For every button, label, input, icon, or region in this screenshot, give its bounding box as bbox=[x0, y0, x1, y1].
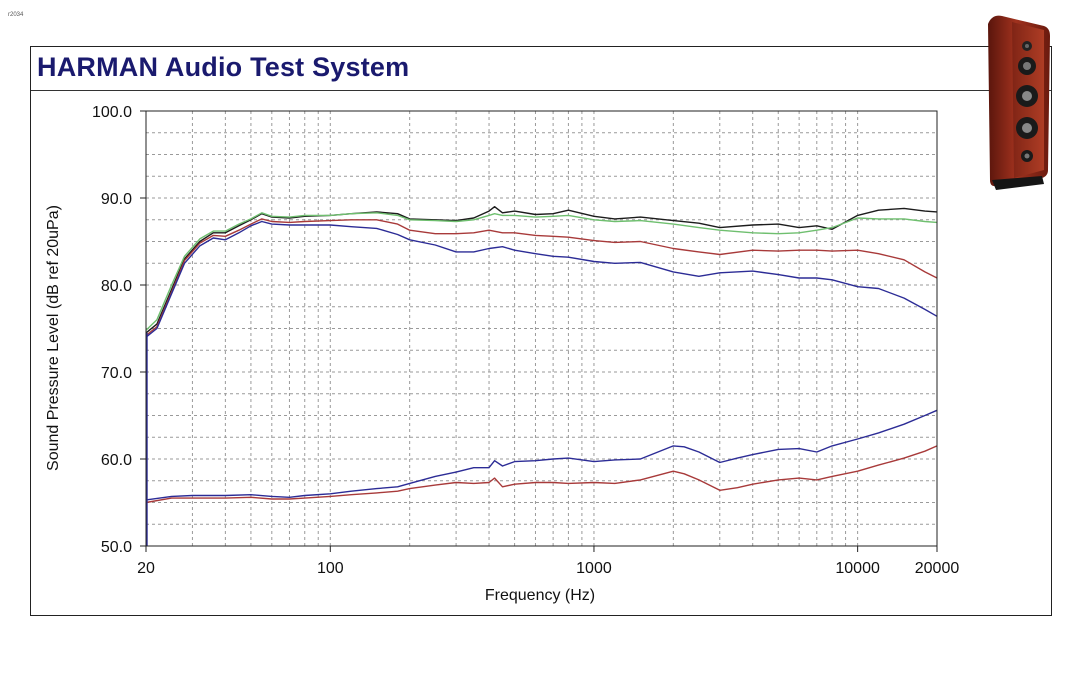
series-line-5 bbox=[145, 409, 938, 501]
corner-code: r2034 bbox=[8, 12, 24, 18]
y-tick-label: 80.0 bbox=[101, 278, 132, 295]
series-line-4 bbox=[145, 220, 938, 338]
y-tick-label: 70.0 bbox=[101, 365, 132, 382]
x-tick-label: 20000 bbox=[915, 560, 960, 577]
chart-title: HARMAN Audio Test System bbox=[37, 52, 410, 82]
x-tick-label: 20 bbox=[137, 560, 155, 577]
y-tick-label: 100.0 bbox=[92, 104, 132, 121]
axes-layer: 50.0 60.0 70.0 80.0 90.0 100.0 20 100 1000 10000 2… bbox=[92, 104, 959, 577]
y-tick-label: 50.0 bbox=[101, 539, 132, 556]
series-line-2 bbox=[145, 212, 938, 331]
series-layer bbox=[145, 206, 938, 546]
y-axis-label: Sound Pressure Level (dB ref 20uPa) bbox=[45, 205, 62, 471]
series-line-3 bbox=[145, 218, 938, 337]
floor-speaker-icon bbox=[988, 15, 1050, 190]
x-tick-label: 100 bbox=[317, 560, 344, 577]
y-tick-label: 90.0 bbox=[101, 191, 132, 208]
x-tick-label: 10000 bbox=[835, 560, 880, 577]
plot-border bbox=[145, 110, 938, 547]
title-bar: HARMAN Audio Test System bbox=[31, 47, 1051, 91]
y-tick-label: 60.0 bbox=[101, 452, 132, 469]
chart-frame: HARMAN Audio Test System bbox=[30, 46, 1052, 616]
x-axis-label: Frequency (Hz) bbox=[485, 587, 595, 604]
x-tick-label: 1000 bbox=[576, 560, 612, 577]
grid-layer bbox=[146, 111, 937, 546]
series-line-6 bbox=[145, 445, 938, 504]
series-line-1 bbox=[145, 206, 938, 334]
